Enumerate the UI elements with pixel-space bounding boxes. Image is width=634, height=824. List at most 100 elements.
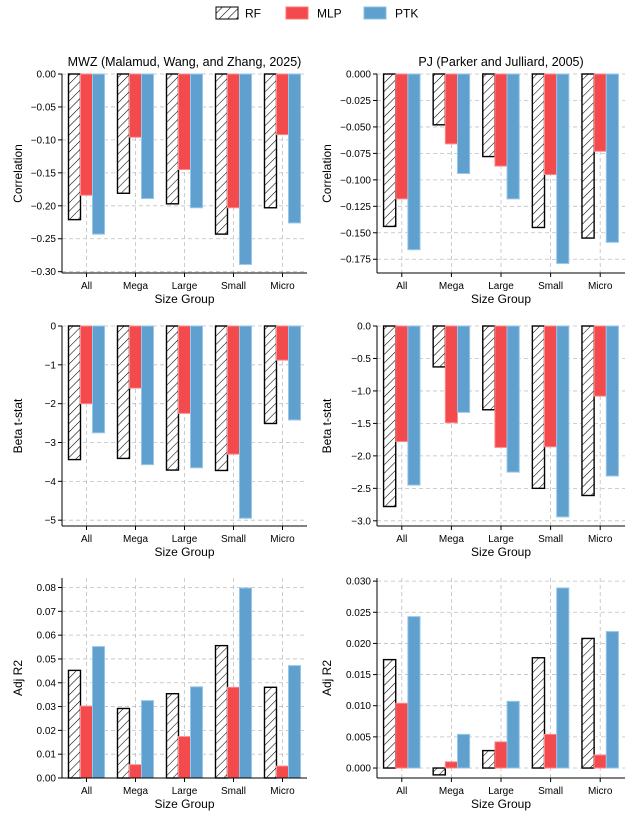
bar-rf-large (165, 73, 180, 205)
bar-rf-large (482, 325, 496, 411)
bar-ptk-small (556, 325, 570, 518)
x-tick-label: Mega (123, 786, 148, 797)
x-axis-label: Size Group (471, 797, 531, 811)
bar-mlp-micro (276, 73, 289, 136)
bar-mlp-small (227, 686, 240, 779)
bar-rf-micro (263, 325, 278, 425)
bar-mlp-small (227, 73, 240, 209)
chart-panel-2: 0.000 −0.025 −0.050 −0.075 −0.100 −0.125 −0.15… (320, 55, 625, 306)
x-axis-label: Size Group (154, 545, 214, 559)
legend-swatch-ptk (363, 6, 387, 20)
x-tick-label: Large (488, 281, 514, 292)
y-tick-label: −2.0 (351, 451, 371, 462)
y-tick-label: 0.05 (37, 654, 57, 665)
bar-rf-mega (116, 325, 131, 460)
bar-ptk-mega (456, 733, 471, 769)
x-tick-label: All (81, 534, 92, 545)
bar-mlp-all (395, 73, 409, 200)
bar-rf-micro (263, 686, 278, 779)
bar-ptk-small (556, 587, 570, 769)
y-tick-label: 0.06 (37, 631, 57, 642)
y-tick-label: 0.030 (346, 577, 371, 588)
y-tick-label: −2 (45, 399, 57, 410)
y-tick-label: 0.0 (357, 322, 371, 333)
bar-rf-large (482, 73, 496, 158)
bar-rf-small (214, 644, 229, 779)
y-tick-label: 0.08 (37, 583, 57, 594)
x-tick-label: Large (172, 786, 198, 797)
chart-panel-6: 0.000 0.005 0.010 0.015 0.020 0.025 0.030 All Me… (320, 577, 625, 811)
bar-ptk-mega (456, 325, 471, 413)
x-tick-label: All (396, 534, 407, 545)
x-tick-label: Micro (588, 786, 613, 797)
x-tick-label: Small (538, 786, 563, 797)
bar-ptk-small (556, 73, 570, 264)
bar-mlp-micro (593, 754, 607, 769)
bar-ptk-all (407, 73, 421, 251)
bar-ptk-small (239, 587, 252, 779)
bar-mlp-large (494, 73, 508, 167)
bar-rf-mega (432, 767, 447, 776)
legend-label-ptk: PTK (395, 7, 418, 21)
y-tick-label: 0.010 (346, 701, 371, 712)
y-tick-label: −1 (45, 360, 57, 371)
y-tick-label: −0.10 (31, 135, 57, 146)
y-tick-label: 0.03 (37, 702, 57, 713)
legend-swatch-rf (215, 6, 239, 20)
bar-mlp-mega (129, 764, 142, 779)
y-tick-label: −0.100 (340, 175, 371, 186)
x-tick-label: All (396, 786, 407, 797)
y-tick-label: 0.025 (346, 608, 371, 619)
x-tick-label: Small (538, 534, 563, 545)
bar-mlp-mega (129, 73, 142, 138)
y-tick-label: −0.125 (340, 202, 371, 213)
bar-rf-mega (432, 325, 447, 368)
legend-label-rf: RF (245, 7, 261, 21)
chart-title: PJ (Parker and Julliard, 2005) (418, 55, 583, 69)
x-tick-label: Large (488, 534, 514, 545)
bar-rf-all (67, 669, 82, 779)
bar-ptk-large (506, 325, 520, 473)
bar-mlp-small (544, 73, 558, 176)
bar-mlp-micro (593, 73, 607, 152)
legend: RF MLP PTK (215, 6, 418, 21)
bar-ptk-large (506, 700, 520, 769)
y-tick-label: −0.5 (351, 354, 371, 365)
bar-ptk-all (92, 646, 105, 779)
y-tick-label: −0.150 (340, 228, 371, 239)
y-tick-label: 0.00 (37, 774, 57, 785)
bar-mlp-small (227, 325, 240, 455)
x-tick-label: All (81, 786, 92, 797)
y-tick-label: −5 (45, 516, 57, 527)
bar-ptk-micro (288, 325, 301, 421)
x-axis-label: Size Group (471, 545, 531, 559)
x-tick-label: Small (221, 281, 246, 292)
bar-ptk-all (92, 325, 105, 434)
bar-rf-all (382, 73, 397, 228)
y-axis-label: Beta t-stat (320, 398, 334, 453)
chart-panel-3: 0 −1 −2 −3 −4 −5 All Mega Large Small Micro Size Gr… (11, 322, 307, 559)
x-tick-label: Micro (270, 786, 295, 797)
y-tick-label: 0.02 (37, 726, 57, 737)
bar-ptk-large (190, 73, 203, 209)
x-tick-label: Micro (270, 534, 295, 545)
bar-rf-large (165, 325, 180, 471)
bar-rf-small (214, 325, 229, 472)
x-tick-label: Micro (588, 281, 613, 292)
x-tick-label: Micro (270, 281, 295, 292)
bar-ptk-mega (141, 73, 154, 200)
bar-ptk-all (407, 325, 421, 486)
bar-mlp-mega (444, 325, 458, 424)
x-axis-label: Size Group (471, 292, 531, 306)
y-tick-label: 0.000 (346, 70, 371, 81)
x-tick-label: Mega (123, 281, 148, 292)
bar-ptk-micro (288, 665, 301, 779)
bar-mlp-micro (276, 765, 289, 779)
bar-mlp-all (395, 702, 409, 769)
y-axis-label: Correlation (320, 144, 334, 203)
x-tick-label: Small (538, 281, 563, 292)
x-axis-label: Size Group (154, 797, 214, 811)
bar-rf-mega (432, 73, 447, 126)
bar-mlp-mega (444, 73, 458, 145)
